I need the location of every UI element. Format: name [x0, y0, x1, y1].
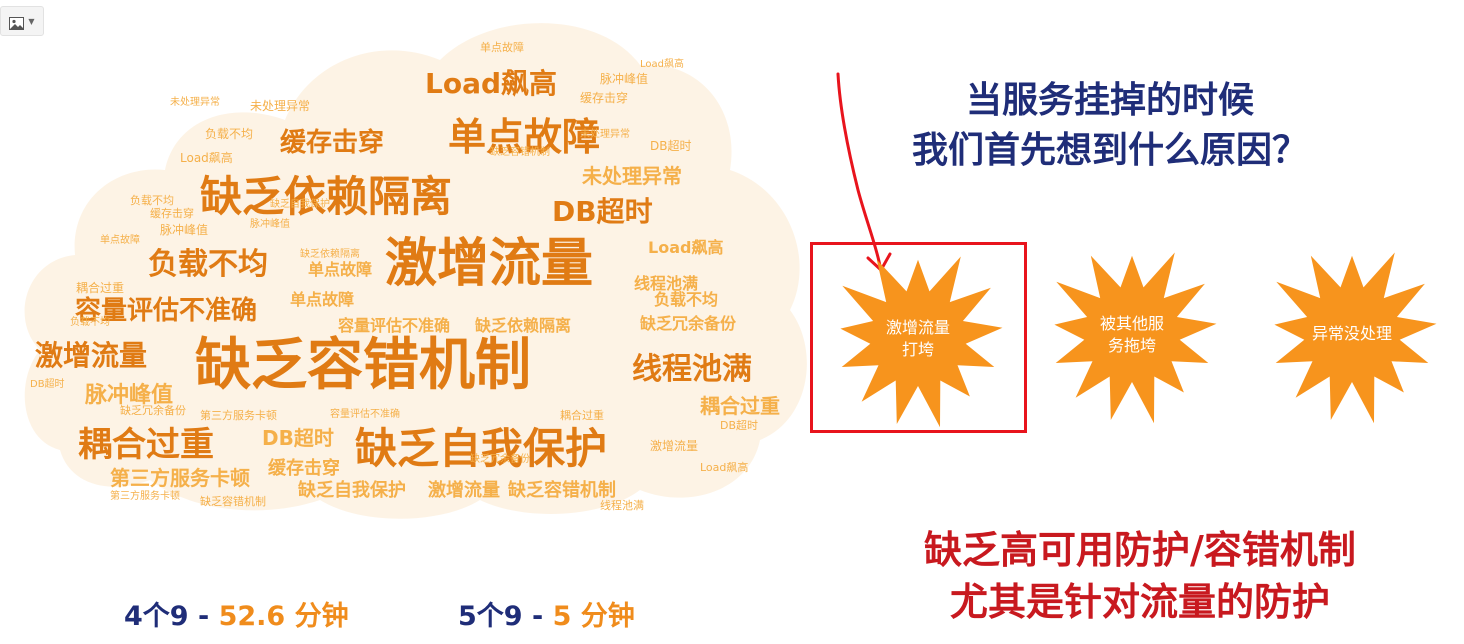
burst-label-line-1: 异常没处理: [1311, 324, 1392, 343]
cloud-word: 容量评估不准确: [338, 316, 451, 335]
cloud-word: Load飙高: [425, 67, 558, 100]
burst-label-line-1: 激增流量: [885, 318, 950, 337]
cloud-word: 缺乏冗余备份: [640, 314, 737, 333]
starburst-shape: [840, 256, 1003, 428]
cloud-word: 激增流量: [385, 234, 594, 294]
cloud-word: 缺乏依赖隔离: [200, 172, 453, 221]
burst-label: 异常没处理: [1252, 323, 1452, 345]
cloud-word: 单点故障: [100, 235, 140, 246]
cloud-word: 缺乏冗余备份: [470, 454, 530, 465]
chevron-down-icon: ▼: [28, 16, 35, 26]
cloud-word: 缺乏容错机制: [195, 333, 531, 398]
question-line-1: 当服务挂掉的时候: [965, 80, 1254, 121]
cloud-word: 缓存击穿: [580, 91, 629, 105]
cloud-word: 激增流量: [35, 339, 148, 372]
cloud-word: Load飙高: [180, 151, 233, 165]
cloud-shape: [24, 23, 807, 519]
sla-five-nines: 5个9 - 5 分钟: [458, 594, 635, 633]
sla-dash: -: [188, 601, 219, 632]
cloud-word: 缺乏容错机制: [508, 480, 616, 501]
cloud-word: 未处理异常: [582, 164, 682, 188]
cloud-word: DB超时: [650, 139, 692, 153]
cloud-word: Load飙高: [640, 59, 684, 70]
question-heading: 当服务挂掉的时候 我们首先想到什么原因？: [850, 76, 1370, 176]
cloud-word: 缺乏冗余备份: [120, 404, 186, 417]
cloud-word: 线程池满: [600, 499, 644, 512]
burst-1: 激增流量 打垮: [818, 243, 1018, 437]
sla-downtime: 5 分钟: [552, 601, 635, 632]
cloud-word: 缺乏自我保护: [298, 480, 406, 501]
cloud-word: 缓存击穿: [268, 458, 340, 479]
cloud-word: Load飙高: [648, 238, 724, 257]
cloud-word: 耦合过重: [700, 394, 780, 418]
cloud-word: 缺乏容错机制: [200, 495, 266, 508]
question-line-2: 我们首先想到什么原因？: [911, 130, 1308, 171]
sla-nines-label: 5个9: [458, 601, 523, 632]
cloud-word: DB超时: [262, 426, 334, 450]
cloud-word: 单点故障: [448, 115, 601, 159]
cloud-word: DB超时: [720, 419, 759, 432]
cloud-word: 负载不均: [70, 317, 110, 328]
image-icon: [9, 15, 25, 30]
cloud-word: 第三方服务卡顿: [110, 491, 180, 502]
cloud-word: 负载不均: [205, 127, 254, 141]
cloud-word: 脉冲峰值: [600, 72, 649, 86]
cloud-word: 负载不均: [148, 247, 268, 282]
cloud-word: 缺乏依赖隔离: [475, 316, 572, 335]
cloud-word: 未处理异常: [170, 97, 220, 108]
cloud-word: 耦合过重: [76, 281, 125, 295]
burst-3: 异常没处理: [1252, 239, 1452, 433]
cloud-word: 容量评估不准确: [75, 296, 258, 326]
cloud-word: DB超时: [552, 195, 653, 228]
cloud-word: 容量评估不准确: [330, 409, 400, 420]
conclusion: 缺乏高可用防护/容错机制 尤其是针对流量的防护: [860, 524, 1420, 628]
image-options-button[interactable]: ▼: [0, 6, 44, 36]
cloud-word: 激增流量: [650, 439, 699, 453]
cloud-word: 第三方服务卡顿: [110, 466, 250, 490]
cloud-word: 第三方服务卡顿: [200, 409, 277, 422]
cloud-word: 线程池满: [632, 352, 752, 387]
burst-label-line-2: 务拖垮: [1107, 336, 1156, 355]
cloud-word: 激增流量: [428, 480, 500, 501]
cloud-word: 未处理异常: [250, 99, 311, 113]
cloud-word: 缓存击穿: [280, 128, 385, 158]
cloud-word: 缺乏容错机制: [490, 147, 550, 158]
cloud-word: 脉冲峰值: [85, 383, 174, 408]
burst-2: 被其他服 务拖垮: [1032, 239, 1232, 433]
cloud-word: 缺乏自我保护: [270, 199, 330, 210]
burst-label-line-2: 打垮: [901, 340, 934, 359]
highlight-box: [810, 242, 1027, 433]
word-cloud: 激增流量 缺乏容错机制 缺乏依赖隔离 缺乏自我保护 单点故障 Load飙高 缓存击穿 DB超时…: [0, 0, 840, 560]
cloud-word: 单点故障: [308, 260, 373, 279]
cloud-word: 缺乏依赖隔离: [300, 249, 360, 260]
conclusion-line-2: 尤其是针对流量的防护: [949, 580, 1330, 624]
cloud-word: Load飙高: [700, 461, 749, 474]
burst-label-line-1: 被其他服: [1099, 314, 1164, 333]
sla-dash: -: [522, 601, 553, 632]
cloud-word: 脉冲峰值: [160, 223, 209, 237]
cloud-word: 缺乏自我保护: [355, 424, 608, 473]
starburst-shape: [1274, 252, 1437, 424]
cloud-word: DB超时: [30, 379, 65, 390]
sla-four-nines: 4个9 - 52.6 分钟: [124, 594, 349, 633]
cloud-word: 缓存击穿: [150, 207, 194, 220]
sla-downtime: 52.6 分钟: [218, 601, 349, 632]
cloud-word: 线程池满: [634, 274, 699, 293]
cloud-word: 耦合过重: [560, 409, 604, 422]
cloud-word: 耦合过重: [78, 425, 214, 465]
conclusion-line-1: 缺乏高可用防护/容错机制: [924, 528, 1356, 572]
cloud-word: 负载不均: [654, 290, 719, 309]
cloud-word: 单点故障: [290, 290, 355, 309]
starburst-shape: [1054, 252, 1217, 424]
cloud-word: 未处理异常: [580, 129, 630, 140]
cloud-word: 负载不均: [130, 194, 174, 207]
cloud-word: 单点故障: [480, 41, 524, 54]
burst-label: 被其他服 务拖垮: [1032, 313, 1232, 357]
sla-nines-label: 4个9: [124, 601, 189, 632]
cloud-word: 脉冲峰值: [250, 219, 290, 230]
burst-label: 激增流量 打垮: [818, 317, 1018, 361]
